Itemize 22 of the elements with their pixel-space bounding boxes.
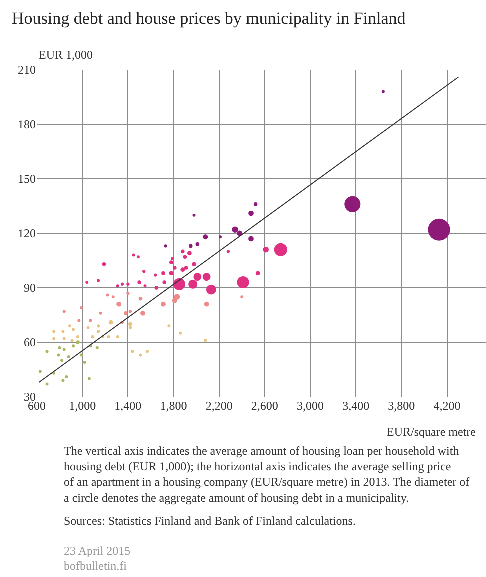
x-tick-label: 1,400 [114, 399, 142, 413]
y-tick-label: 180 [18, 118, 36, 132]
x-tick-label: 4,200 [434, 399, 461, 413]
y-tick-label: 120 [18, 226, 36, 241]
y-tick-label: 150 [18, 172, 36, 186]
y-tick-label: 210 [18, 63, 36, 78]
x-axis-title: EUR/square metre [387, 425, 476, 439]
x-tick-label: 3,400 [342, 399, 370, 413]
text: 23 April 2015 [64, 544, 131, 558]
y-tick-label: 60 [24, 336, 36, 350]
y-tick-label: 90 [24, 281, 36, 296]
x-tick-label: 3,000 [297, 399, 324, 413]
x-tick-label: 1,800 [160, 399, 188, 413]
y-axis-title: EUR 1,000 [39, 48, 93, 62]
x-tick-label: 1,000 [69, 399, 96, 413]
chart-title: Housing debt and house prices by municipality in Finland [12, 8, 406, 28]
x-tick-label: 2,200 [206, 399, 233, 413]
x-tick-label: 2,600 [251, 399, 278, 413]
text: bofbulletin.fi [64, 559, 128, 573]
x-tick-label: 3,800 [388, 399, 416, 413]
source-note: Sources: Statistics Finland and Bank of Finland calculations. [64, 514, 356, 528]
text: The vertical axis indicates the average amount of housing loan per household with housing debt (EUR 1,000); the horizontal axis indicates the average selling price of an apartment in a housing company (EUR/square metre) in 2013. The diameter of a circle denotes the aggregate amount of housing debt in a municipality. [64, 444, 470, 505]
